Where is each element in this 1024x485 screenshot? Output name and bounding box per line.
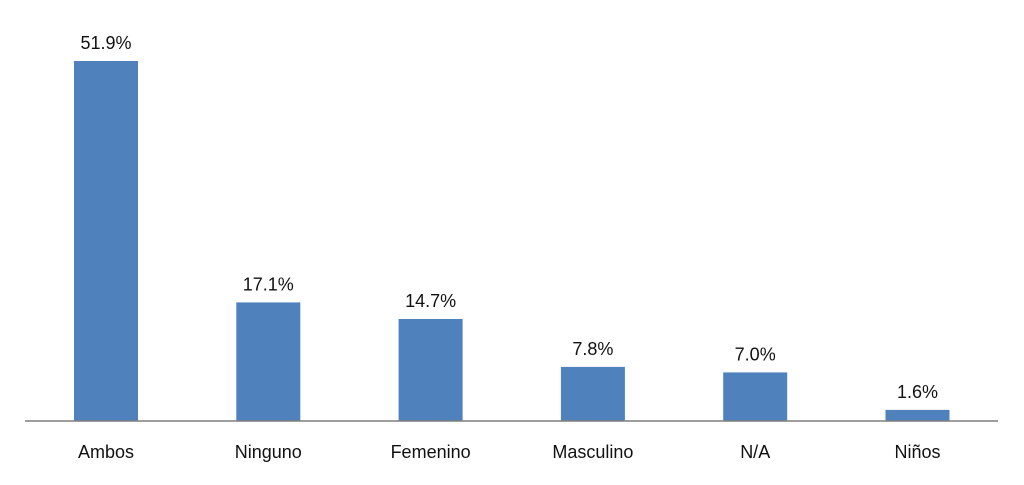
x-tick-label: Ambos [78, 442, 134, 462]
bar-niños [885, 409, 950, 421]
x-tick-label: Ninguno [235, 442, 302, 462]
data-label: 17.1% [243, 274, 294, 294]
bar-femenino [398, 319, 463, 421]
bar-masculino [560, 366, 625, 421]
data-label: 51.9% [80, 33, 131, 53]
x-tick-label: Femenino [391, 442, 471, 462]
bar-ambos [74, 61, 138, 421]
x-tick-label: Masculino [552, 442, 633, 462]
x-tick-label: Niños [894, 442, 940, 462]
value-labels-layer: 51.9% 17.1% 14.7% 7.8% 7.0% 1.6% [80, 33, 938, 402]
data-label: 7.0% [735, 344, 776, 364]
data-label: 1.6% [897, 382, 938, 402]
data-label: 14.7% [405, 291, 456, 311]
category-labels-layer: Ambos Ninguno Femenino Masculino N/A Niños [78, 442, 941, 462]
bar-n-a [723, 372, 788, 421]
bar-ninguno [236, 302, 301, 421]
bars-layer [74, 61, 950, 421]
x-tick-label: N/A [740, 442, 770, 462]
data-label: 7.8% [572, 339, 613, 359]
